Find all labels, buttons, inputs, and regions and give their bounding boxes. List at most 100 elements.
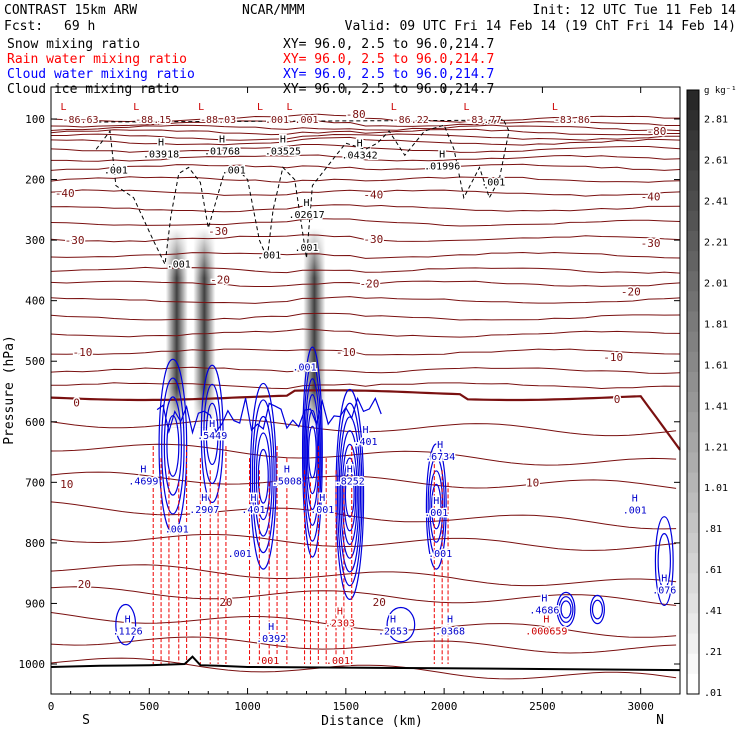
south-label: S — [82, 713, 90, 728]
north-label: N — [656, 713, 664, 728]
cloud-ice-contours — [90, 118, 510, 267]
maximum-marker: H — [319, 493, 325, 504]
maximum-marker: H — [158, 137, 164, 148]
maximum-marker: H — [125, 615, 131, 626]
cloud-water-contour — [338, 416, 362, 573]
temperature-label: -80 — [646, 125, 666, 138]
minimum-label: -88.03 — [200, 115, 236, 126]
maximum-label: .03918 — [143, 149, 179, 160]
colorbar-swatch — [687, 452, 699, 474]
maximum-label: .01768 — [204, 146, 240, 157]
cloud-water-contour — [654, 516, 674, 607]
y-tick-label: 400 — [25, 295, 45, 308]
colorbar-swatch — [687, 271, 699, 292]
colorbar-label: .01 — [704, 688, 722, 699]
contour-value-label: .001 — [293, 362, 317, 373]
legend-label: Cloud water mixing ratio — [7, 67, 195, 82]
temperature-contour — [50, 296, 681, 304]
cloud-water-contour — [308, 425, 317, 479]
cloud-water-contour — [386, 606, 416, 643]
cloud-water-contour — [205, 402, 219, 466]
y-tick-label: 900 — [25, 597, 45, 610]
maximum-marker: H — [209, 419, 215, 430]
legend-xy: XY= 96.0, 2.5 to 96.0,214.7 — [283, 52, 494, 67]
cloud-water-contours — [115, 346, 674, 646]
maximum-label: .5449 — [197, 431, 227, 442]
contour-value-label: .001 — [481, 178, 505, 189]
cloud-water-contour — [589, 594, 605, 625]
colorbar-swatch — [687, 512, 699, 534]
cloud-water-contour — [336, 402, 363, 587]
cloud-water-contour — [560, 600, 572, 619]
temperature-contour — [50, 128, 680, 136]
colorbar-label: 2.01 — [704, 278, 728, 289]
x-tick-label: 3000 — [627, 700, 654, 713]
maximum-label: .02617 — [288, 210, 324, 221]
legend-xy: XY= 96.0, 2.5 to 96.0,214.7 — [283, 82, 494, 97]
maximum-marker: H — [140, 464, 146, 475]
temperature-contour — [50, 189, 681, 197]
minimum-label: .001 — [265, 115, 289, 126]
maximum-marker: H — [201, 493, 207, 504]
temperature-label: -40 — [641, 191, 661, 204]
rain-water-contours — [152, 446, 449, 664]
temperature-contour — [50, 136, 681, 146]
x-axis-label: Distance (km) — [321, 714, 423, 729]
y-tick-label: 800 — [25, 537, 45, 550]
minimum-label: -83.77 — [465, 115, 501, 126]
colorbar-swatch — [687, 210, 699, 232]
colorbar-swatch — [687, 472, 699, 494]
colorbar-swatch — [687, 371, 699, 393]
maximum-marker: H — [632, 493, 638, 504]
cloud-water-contour — [304, 378, 321, 526]
minimum-label: -83.86 — [554, 115, 590, 126]
maximum-marker: H — [390, 615, 396, 626]
maximum-label: .6734 — [425, 452, 455, 463]
cloud-water-contour — [200, 364, 224, 504]
model-title: CONTRAST 15km ARW — [4, 3, 137, 18]
cloud-water-contour — [657, 533, 672, 590]
cloud-water-contour — [257, 448, 269, 504]
temperature-contour — [50, 124, 681, 132]
y-tick-label: 100 — [25, 113, 45, 126]
maximum-marker: H — [347, 464, 353, 475]
colorbar-swatch — [687, 673, 699, 695]
maximum-label: .4699 — [128, 476, 158, 487]
maximum-label: .8252 — [335, 476, 365, 487]
terrain — [50, 655, 681, 672]
colorbar-swatch — [687, 432, 699, 453]
cloud-water-contour — [253, 415, 273, 537]
colorbar-swatch — [687, 573, 699, 594]
contour-value-label: .001 — [222, 166, 246, 177]
colorbar-swatch — [687, 593, 699, 614]
legend-label: Cloud ice mixing ratio — [7, 82, 179, 97]
colorbar-label: 2.61 — [704, 156, 728, 167]
temperature-label: 0 — [73, 396, 80, 409]
contour-value-label: .001 — [228, 549, 252, 560]
maximum-label: .1126 — [113, 627, 143, 638]
colorbar-label: 1.81 — [704, 319, 728, 330]
colorbar-swatch — [687, 633, 699, 655]
minimum-marker: L — [257, 102, 263, 113]
temperature-contour — [50, 366, 681, 374]
temperature-contour — [50, 266, 681, 274]
forecast-label: Fcst: — [4, 19, 43, 34]
colorbar-swatch — [687, 230, 699, 252]
valid-time: Valid: 09 UTC Fri 14 Feb 14 (19 ChT Fri … — [345, 19, 736, 34]
maximum-marker: H — [543, 615, 549, 626]
colorbar-swatch — [687, 392, 699, 413]
cloud-water-contour — [249, 382, 277, 570]
temperature-label: -30 — [363, 233, 383, 246]
maximum-marker: H — [284, 464, 290, 475]
colorbar: 2.81 2.61 2.41 2.21 2.01 1.81 1.61 1.41 1.21 1.01… — [686, 89, 728, 699]
temperature-contour — [50, 218, 681, 227]
temperature-contour — [50, 312, 681, 321]
temperature-label: -30 — [208, 225, 228, 238]
cloud-water-contour — [591, 599, 603, 620]
minimum-label: -88.15 — [135, 115, 171, 126]
colorbar-label: .81 — [704, 524, 722, 535]
colorbar-swatch — [687, 553, 699, 574]
maximum-marker: H — [280, 134, 286, 145]
minimum-marker: L — [133, 102, 139, 113]
